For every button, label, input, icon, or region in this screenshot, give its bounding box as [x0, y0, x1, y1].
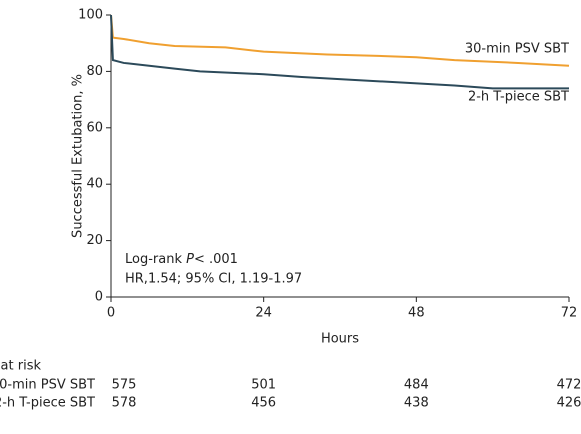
- at-risk-count: 456: [251, 396, 276, 411]
- y-tick-label: 20: [86, 233, 103, 248]
- at-risk-count: 501: [251, 378, 276, 393]
- line: [110, 14, 570, 67]
- y-tick-label: 0: [95, 290, 103, 305]
- x-tick-label: 24: [255, 306, 272, 321]
- annotation: HR,1.54; 95% CI, 1.19-1.97: [125, 272, 302, 287]
- at-risk-count: 426: [557, 396, 581, 411]
- y-tick-label: 80: [86, 64, 103, 79]
- annotation-text: Log-rank: [125, 252, 182, 267]
- at-risk-count: 575: [112, 378, 137, 393]
- x-axis-label: Hours: [321, 332, 359, 347]
- at-risk-row-label: 2-h T-piece SBT: [0, 396, 95, 411]
- annotation: Log-rank P< .001: [125, 252, 238, 267]
- x-tick-label: 48: [408, 306, 425, 321]
- at-risk-count: 438: [404, 396, 429, 411]
- y-tick-label: 40: [86, 177, 103, 192]
- at-risk-title: No. at risk: [0, 359, 41, 374]
- x-tick-label: 72: [561, 306, 578, 321]
- annotation-text: < .001: [194, 252, 238, 267]
- at-risk-count: 578: [112, 396, 137, 411]
- line: [110, 14, 569, 90]
- y-axis-label: Successful Extubation, %: [71, 74, 86, 238]
- at-risk-row-label: 30-min PSV SBT: [0, 378, 95, 393]
- annotation-text: P: [186, 252, 194, 267]
- legend-label: 30-min PSV SBT: [465, 42, 569, 57]
- legend-label: 2-h T-piece SBT: [468, 90, 569, 105]
- y-tick-label: 60: [86, 120, 103, 135]
- at-risk-count: 484: [404, 378, 429, 393]
- x-tick-label: 0: [107, 306, 115, 321]
- at-risk-count: 472: [557, 378, 581, 393]
- y-tick-label: 100: [78, 8, 103, 23]
